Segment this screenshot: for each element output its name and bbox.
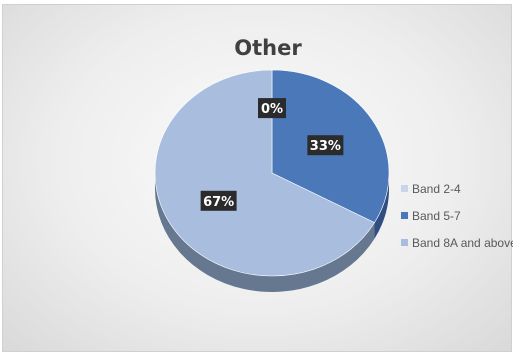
data-label-3: 67% (200, 190, 237, 211)
data-label-text: 0% (261, 102, 283, 117)
data-label-text: 67% (203, 195, 234, 210)
legend-swatch (401, 185, 408, 192)
pie-side-3 (155, 173, 375, 293)
data-label-1: 0% (258, 98, 286, 119)
pie-slice-3 (154, 69, 375, 277)
data-label-2: 33% (307, 135, 344, 156)
data-label-text: 33% (310, 139, 341, 154)
legend-entry-2: Band 5-7 (401, 209, 461, 223)
legend-label: Band 8A and above (412, 236, 513, 250)
chart-title: Other (234, 36, 302, 60)
pie-side-2 (374, 173, 389, 239)
data-label-box (307, 135, 344, 156)
legend-label: Band 5-7 (412, 209, 461, 223)
pie-depth (155, 173, 389, 293)
chart-area: Other 0% 33% 67% Band 2-4 Band 5-7 Band 8A a… (2, 4, 513, 352)
legend-swatch (401, 239, 408, 246)
legend-entry-3: Band 8A and above (401, 236, 513, 250)
legend: Band 2-4 Band 5-7 Band 8A and above (401, 182, 513, 250)
data-label-box (258, 98, 286, 119)
legend-entry-1: Band 2-4 (401, 182, 461, 196)
data-labels: 0% 33% 67% (200, 98, 344, 211)
legend-label: Band 2-4 (412, 182, 461, 196)
pie-chart: Other 0% 33% 67% Band 2-4 Band 5-7 Band 8A a… (154, 36, 513, 293)
data-label-box (200, 190, 237, 211)
legend-swatch (401, 212, 408, 219)
